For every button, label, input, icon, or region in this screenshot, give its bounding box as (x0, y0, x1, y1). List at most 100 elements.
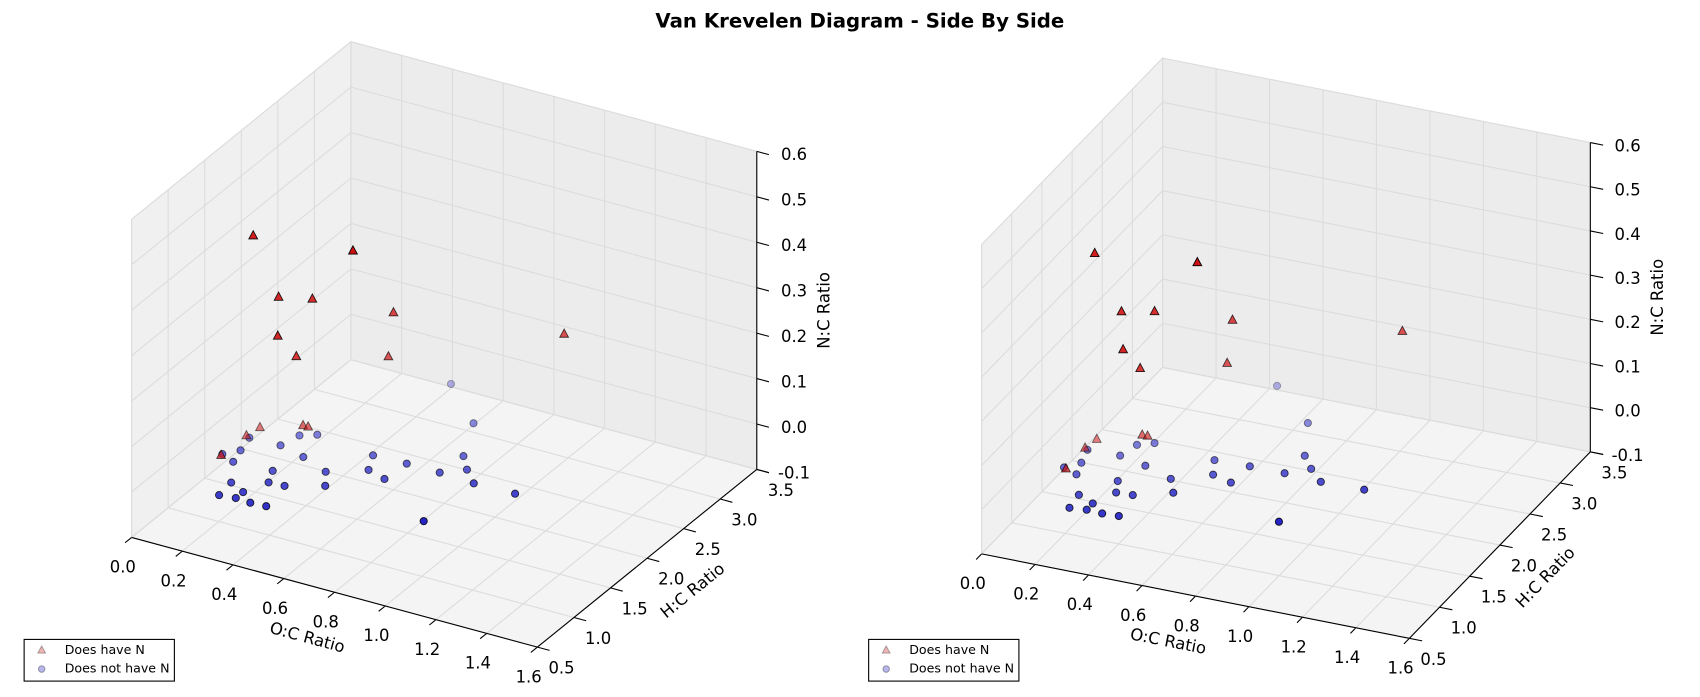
tick-mark (1499, 544, 1513, 549)
point (313, 430, 322, 439)
z-tick-label: 0.4 (781, 236, 807, 255)
y-axis-label: H:C Ratio (1512, 543, 1579, 611)
grid-line (981, 278, 1163, 466)
tick-mark (1136, 585, 1143, 592)
grid-line (1162, 234, 1591, 320)
tick-mark (327, 591, 335, 599)
point (1245, 462, 1254, 471)
point (446, 379, 456, 389)
point (419, 517, 428, 526)
tick-mark (1560, 482, 1574, 487)
grid-line (131, 223, 352, 402)
z-tick-label: 0.2 (781, 327, 807, 346)
tick-mark (537, 646, 550, 651)
point (435, 468, 444, 477)
z-tick-label: 0.1 (781, 372, 807, 391)
grid-line (350, 268, 757, 380)
point (1307, 464, 1316, 473)
tick-mark (1590, 230, 1604, 235)
tick-mark (573, 616, 587, 622)
axis-line (1408, 451, 1591, 639)
tick-mark (646, 557, 660, 563)
grid-line (350, 86, 757, 198)
point (1280, 469, 1289, 478)
point (383, 350, 394, 361)
point (1222, 357, 1233, 367)
y-tick-label: 3.5 (768, 481, 794, 500)
point (1112, 488, 1121, 497)
point (321, 481, 330, 490)
tick-mark (1243, 606, 1250, 613)
point (1135, 362, 1146, 373)
y-tick-label: 0.5 (548, 659, 574, 678)
y-tick-label: 3.5 (1601, 463, 1627, 482)
point (1226, 478, 1235, 487)
grid-line (350, 359, 757, 470)
x-tick-label: 0.6 (1120, 606, 1146, 625)
point (1116, 305, 1127, 316)
x-tick-label: 1.4 (1334, 648, 1360, 667)
x-tick-label: 1.6 (1388, 659, 1414, 678)
point (1192, 256, 1203, 267)
tick-mark (756, 196, 770, 201)
point (469, 479, 478, 488)
point (364, 465, 373, 474)
grid-line (204, 477, 611, 589)
z-axis-label: N:C Ratio (814, 272, 833, 349)
point (347, 244, 359, 255)
tick-mark (1439, 606, 1453, 611)
z-tick-label: 0.2 (1615, 313, 1641, 332)
point (303, 420, 314, 431)
legend-label: Does have N (909, 642, 989, 657)
grid-line (1071, 460, 1500, 546)
point (1169, 488, 1178, 497)
point (462, 465, 472, 474)
grid-line (1102, 429, 1531, 515)
grid-line (1162, 101, 1591, 188)
grid-line (981, 101, 1163, 290)
z-tick-label: 0.6 (1615, 136, 1641, 155)
grid-line (131, 132, 352, 311)
point (262, 502, 271, 511)
point (1141, 461, 1150, 470)
x-tick-label: 0.4 (211, 585, 237, 604)
z-tick-label: 0.0 (781, 418, 807, 437)
point (299, 452, 308, 462)
point (307, 292, 318, 303)
tick-mark (610, 587, 623, 592)
point (1360, 485, 1369, 494)
tick-mark (756, 241, 770, 247)
grid-line (350, 313, 757, 425)
point (1150, 439, 1159, 448)
tick-mark (1350, 627, 1357, 634)
point (1077, 458, 1086, 467)
figure-title: Van Krevelen Diagram - Side By Side (655, 9, 1064, 32)
point (273, 291, 284, 301)
point (1072, 470, 1081, 479)
tick-mark (1590, 186, 1604, 190)
tick-mark (1590, 274, 1604, 279)
point (231, 493, 240, 503)
legend-marker (37, 665, 46, 673)
x-tick-label: 0.2 (1013, 585, 1039, 604)
tick-mark (756, 150, 770, 156)
point (1227, 314, 1238, 324)
point (1132, 440, 1142, 449)
y-tick-label: 2.5 (1541, 525, 1567, 544)
point (559, 328, 570, 338)
point (380, 474, 389, 484)
panel: 0.00.20.40.60.81.01.21.41.6 0.51.01.52.02… (868, 56, 1667, 682)
grid-line (131, 313, 352, 493)
grid-line (241, 448, 648, 559)
y-tick-label: 1.5 (622, 599, 648, 618)
x-tick-label: 1.4 (465, 654, 491, 673)
grid-line (981, 190, 1163, 378)
tick-mark (1029, 564, 1036, 571)
point (1113, 476, 1122, 486)
grid-line (350, 132, 757, 243)
legend-marker (882, 665, 891, 673)
grid-line (277, 418, 684, 530)
point (216, 449, 227, 459)
point (264, 478, 273, 487)
x-tick-label: 0.2 (160, 571, 186, 590)
